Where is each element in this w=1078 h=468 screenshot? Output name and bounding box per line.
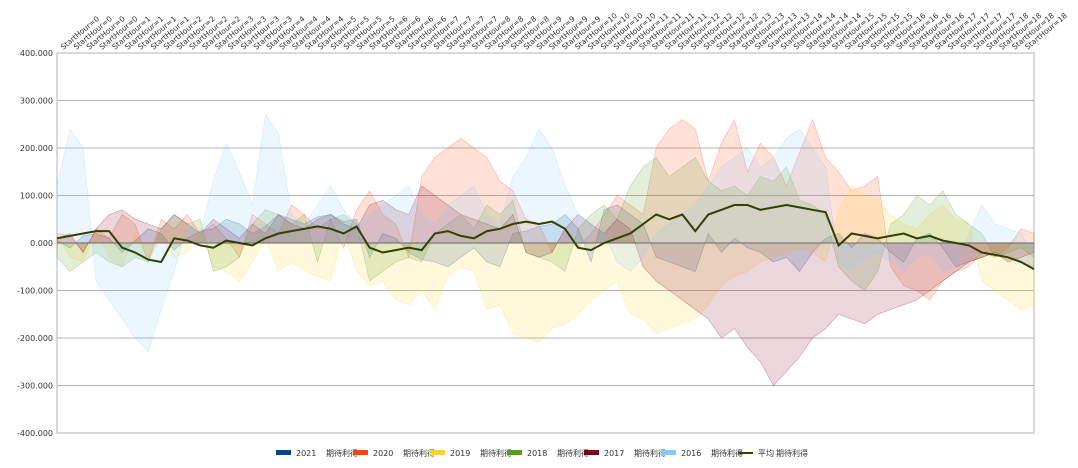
legend-suffix: 期待利得: [403, 448, 435, 458]
series-area-2020: [56, 118, 1035, 301]
legend-label: 2018: [527, 449, 547, 458]
legend-item: 平均 期待利得: [738, 448, 808, 458]
y-tick-label: 0.000: [30, 239, 53, 248]
legend-suffix: 期待利得: [557, 448, 589, 458]
legend-swatch: [353, 450, 368, 455]
y-tick-label: -400.000: [17, 429, 53, 438]
y-tick-label: -200.000: [17, 334, 53, 343]
legend-suffix: 期待利得: [711, 448, 743, 458]
legend-label: 平均: [758, 448, 774, 458]
series-area-2021: [56, 204, 1035, 272]
series-area-2016: [56, 113, 1035, 353]
series-line-average: [56, 203, 1035, 270]
legend-item: 2019 期待利得: [430, 448, 512, 458]
legend-swatch: [661, 450, 676, 455]
legend-label: 2020: [373, 449, 393, 458]
series-area-2019: [56, 185, 1035, 344]
legend-item: 2017 期待利得: [584, 448, 666, 458]
legend-swatch: [507, 450, 522, 455]
series-area-2018: [56, 157, 1035, 291]
legend-item: 2018 期待利得: [507, 448, 589, 458]
legend-label: 2021: [296, 449, 316, 458]
y-tick-label: 400.000: [20, 49, 53, 58]
legend-label: 2017: [604, 449, 624, 458]
legend-swatch: [430, 450, 445, 455]
legend-swatch: [276, 450, 291, 455]
legend-suffix: 期待利得: [634, 448, 666, 458]
legend-item: 2020 期待利得: [353, 448, 435, 458]
legend-suffix: 期待利得: [776, 448, 808, 458]
y-tick-label: 200.000: [20, 144, 53, 153]
legend-suffix: 期待利得: [480, 448, 512, 458]
legend-swatch: [584, 450, 599, 455]
y-tick-label: 100.000: [20, 192, 53, 201]
legend-label: 2016: [681, 449, 701, 458]
y-tick-label: -300.000: [17, 382, 53, 391]
legend-item: 2016 期待利得: [661, 448, 743, 458]
series-area-2017: [56, 185, 1035, 387]
legend-item: 2021 期待利得: [276, 448, 358, 458]
y-tick-label: 300.000: [20, 97, 53, 106]
y-tick-label: -100.000: [17, 287, 53, 296]
legend-suffix: 期待利得: [326, 448, 358, 458]
legend-label: 2019: [450, 449, 470, 458]
